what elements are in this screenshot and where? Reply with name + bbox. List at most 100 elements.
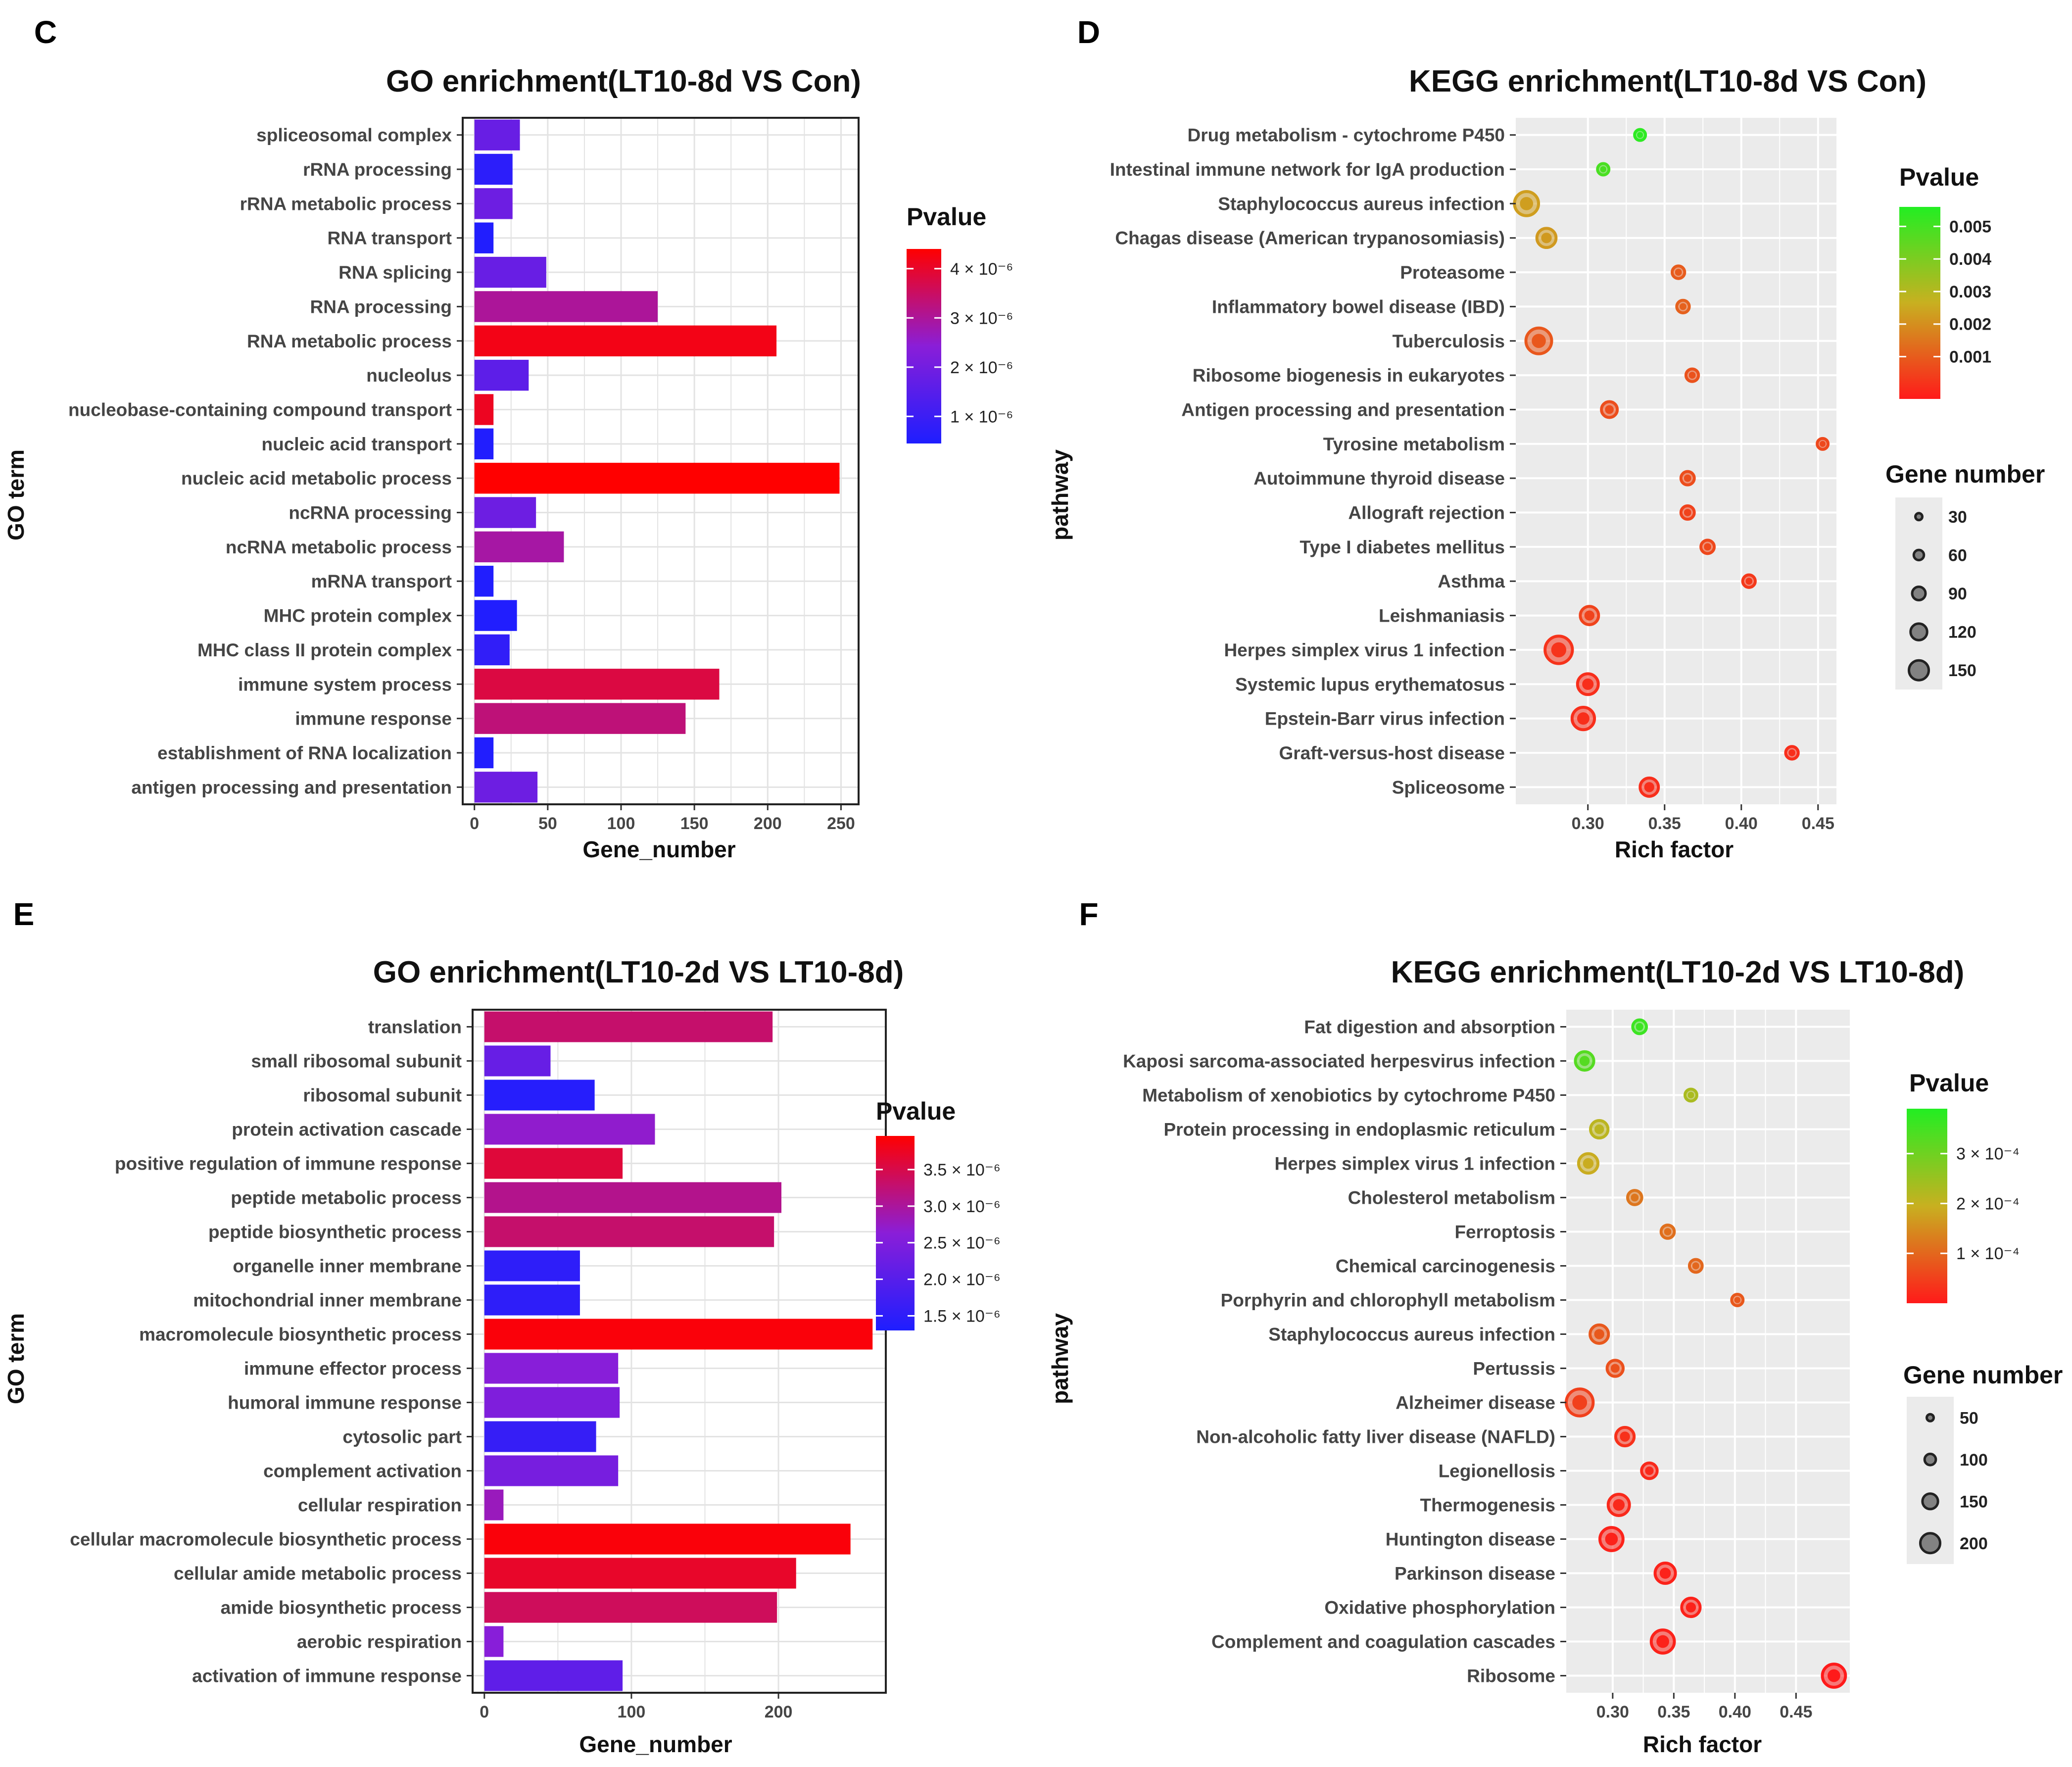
x-axis-title: Gene_number (582, 836, 735, 862)
y-tick-label: Ferroptosis (1454, 1222, 1555, 1242)
x-axis-title: Rich factor (1643, 1731, 1762, 1757)
y-tick-label: peptide metabolic process (231, 1188, 462, 1208)
point-core (1613, 1499, 1625, 1511)
plot-area (462, 117, 860, 805)
y-tick-label: rRNA metabolic process (240, 194, 452, 214)
bar (484, 1592, 777, 1623)
bar (484, 1045, 551, 1077)
y-tick-label: immune system process (238, 674, 452, 694)
size-legend-label: 30 (1948, 508, 1967, 527)
bar (484, 1626, 504, 1657)
y-tick-label: RNA transport (328, 228, 452, 248)
y-tick-label: mRNA transport (311, 571, 452, 591)
y-tick-label: Cholesterol metabolism (1348, 1188, 1555, 1208)
legend-title: Pvalue (1909, 1069, 1989, 1097)
size-legend-key (1914, 512, 1924, 522)
y-tick-label: activation of immune response (192, 1666, 462, 1686)
point-core (1688, 372, 1696, 379)
point-core (1541, 233, 1552, 244)
y-tick-label: Systemic lupus erythematosus (1235, 674, 1505, 694)
plot-frame (462, 117, 860, 805)
y-tick-label: macromolecule biosynthetic process (139, 1325, 462, 1345)
point-core (1788, 749, 1796, 756)
point-core (1675, 269, 1682, 276)
y-tick-label: Chemical carcinogenesis (1336, 1256, 1555, 1276)
size-legend-label: 50 (1960, 1409, 1978, 1427)
bar (484, 1284, 580, 1316)
y-tick-label: Drug metabolism - cytochrome P450 (1187, 125, 1505, 146)
bar (484, 1523, 851, 1555)
y-tick-label: complement activation (263, 1461, 462, 1481)
bar (474, 462, 840, 494)
size-legend-label: 150 (1960, 1492, 1988, 1511)
panel-letter: D (1077, 14, 1100, 50)
point-core (1620, 1431, 1630, 1442)
plot-area (472, 1009, 887, 1694)
colorbar-tick-label: 0.001 (1949, 348, 1991, 367)
bar (474, 428, 494, 460)
y-tick-label: establishment of RNA localization (157, 743, 452, 763)
legend-title: Pvalue (907, 203, 986, 231)
y-tick-label: translation (368, 1017, 462, 1037)
x-tick-label: 200 (754, 814, 782, 833)
bar (484, 1421, 596, 1452)
x-tick-label: 100 (607, 814, 635, 833)
y-tick-label: antigen processing and presentation (131, 777, 452, 797)
bar (474, 497, 536, 528)
x-tick-label: 200 (765, 1703, 793, 1721)
kegg-enrichment-panel-f: F KEGG enrichment(LT10-2d VS LT10-8d) path… (1047, 896, 2063, 1757)
y-tick-label: humoral immune response (228, 1393, 462, 1413)
y-tick-label: nucleic acid metabolic process (181, 468, 452, 489)
bar (484, 1080, 595, 1111)
colorbar-tick-label: 2 × 10⁻⁴ (1956, 1194, 2020, 1213)
x-tick-label: 0 (480, 1703, 489, 1721)
y-tick-label: immune effector process (244, 1359, 462, 1379)
x-tick-label: 100 (618, 1703, 646, 1721)
point-core (1704, 543, 1711, 551)
y-tick-label: Ribosome (1467, 1666, 1555, 1686)
y-tick-label: Complement and coagulation cascades (1211, 1632, 1555, 1652)
y-tick-label: positive regulation of immune response (115, 1154, 462, 1174)
y-tick-label: Fat digestion and absorption (1304, 1017, 1555, 1037)
colorbar-tick-label: 0.004 (1949, 250, 1991, 269)
point-core (1656, 1635, 1669, 1648)
plot-frame (472, 1009, 887, 1694)
colorbar-tick-label: 4 × 10⁻⁶ (950, 260, 1013, 279)
bar (474, 119, 520, 150)
y-tick-label: Allograft rejection (1348, 503, 1505, 523)
point-core (1687, 1091, 1694, 1099)
size-legend-key (1919, 1532, 1941, 1555)
y-axis-title: pathway (1047, 449, 1073, 540)
y-tick-label: Porphyrin and chlorophyll metabolism (1221, 1290, 1555, 1311)
y-tick-label: ncRNA metabolic process (226, 537, 452, 557)
x-tick-label: 0.40 (1725, 814, 1758, 833)
bar (474, 600, 517, 631)
colorbar-tick-label: 3.0 × 10⁻⁶ (923, 1197, 1001, 1216)
y-axis-title: GO term (3, 1313, 29, 1404)
size-legend-label: 60 (1948, 546, 1967, 565)
y-tick-label: protein activation cascade (232, 1120, 462, 1140)
point-core (1594, 1329, 1604, 1339)
y-tick-label: nucleic acid transport (262, 434, 452, 454)
x-tick-label: 0.45 (1802, 814, 1834, 833)
colorbar-tick-label: 1 × 10⁻⁴ (1956, 1244, 2020, 1263)
x-tick-label: 250 (827, 814, 855, 833)
point-core (1631, 1193, 1639, 1202)
y-tick-label: nucleobase-containing compound transport (68, 399, 452, 420)
bar (474, 359, 529, 391)
go-enrichment-panel-c: C GO enrichment(LT10-8d VS Con) GO term Gen… (3, 14, 1013, 862)
point-core (1679, 303, 1687, 310)
colorbar-tick-label: 3 × 10⁻⁴ (1956, 1145, 2020, 1164)
y-tick-label: immune response (295, 709, 452, 729)
y-tick-label: nucleolus (366, 365, 452, 386)
bar (484, 1558, 796, 1589)
bar (484, 1250, 580, 1281)
y-tick-label: Thermogenesis (1420, 1495, 1555, 1516)
size-legend-title: Gene number (1885, 460, 2045, 488)
point-core (1605, 405, 1614, 414)
y-tick-label: Leishmaniasis (1379, 606, 1505, 626)
bar (474, 291, 658, 322)
point-core (1636, 1023, 1643, 1031)
bar (484, 1011, 773, 1042)
point-core (1584, 610, 1594, 621)
